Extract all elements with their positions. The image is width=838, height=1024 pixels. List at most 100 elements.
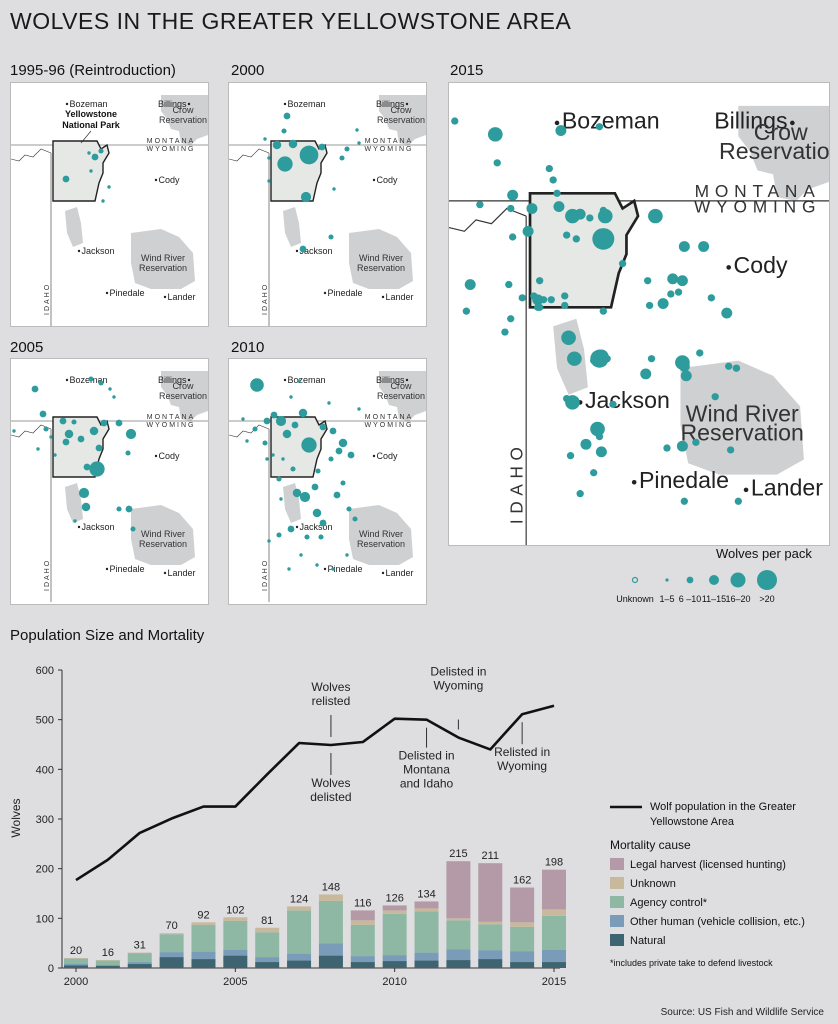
wolf-pack-dot (352, 516, 358, 522)
town-label-jackson: Jackson (300, 246, 333, 256)
wolf-pack-dot (595, 446, 607, 458)
map-1995: Bozeman Billings Cody Jackson Pinedale Lander… (10, 82, 209, 327)
y-tick-label: 600 (36, 665, 54, 677)
town-label-cody: Cody (734, 252, 789, 278)
bar-segment (318, 900, 343, 944)
wolf-pack-dot (91, 153, 99, 161)
town-label-lander: Lander (168, 568, 196, 578)
crow-label: Crow (172, 105, 194, 115)
town-label-jackson: Jackson (585, 387, 670, 413)
town-label-pinedale: Pinedale (639, 467, 729, 493)
source-note: Source: US Fish and Wildlife Service (660, 1007, 824, 1018)
bar-segment (510, 922, 535, 927)
town-label-billings: Billings (376, 375, 405, 385)
town-label-billings: Billings (376, 99, 405, 109)
wolf-pack-dot (271, 453, 275, 457)
wolf-pack-dot (462, 307, 471, 315)
wolf-pack-dot (304, 534, 310, 540)
wolf-pack-dot (300, 191, 312, 203)
wolf-pack-dot (64, 429, 74, 439)
wolf-pack-dot (267, 156, 271, 160)
bar-total-label: 124 (290, 893, 308, 905)
wolf-pack-dot (590, 356, 598, 365)
wolf-pack-dot (347, 451, 355, 459)
town-label-jackson: Jackson (82, 522, 115, 532)
annotation-text: Relisted in (494, 745, 550, 759)
bar-total-label: 116 (354, 897, 372, 909)
town-label-billings: Billings (158, 375, 187, 385)
montana-label: MONTANA (695, 181, 821, 201)
wolf-pack-dot (508, 233, 517, 241)
town-dot-billings (790, 120, 795, 126)
wolf-pack-dot (707, 294, 715, 302)
town-label-billings: Billings (714, 108, 787, 134)
bar-segment (382, 955, 407, 962)
pack-legend-title: Wolves per pack (716, 546, 812, 561)
wolf-pack-dot (81, 502, 91, 512)
wolf-pack-dot (301, 437, 317, 453)
wind-river-reservation (680, 360, 804, 475)
wolf-pack-dot (62, 175, 70, 183)
wolf-pack-dot (526, 203, 538, 214)
wolf-pack-dot (279, 497, 283, 501)
crow-label-2: Reservation (159, 391, 207, 401)
town-dot-lander (743, 487, 749, 493)
wolf-pack-dot (265, 457, 269, 461)
bar-segment (542, 949, 566, 963)
town-dot-pinedale (631, 479, 637, 485)
legend-swatch (610, 915, 624, 927)
crow-label: Crow (754, 119, 808, 145)
bar-segment (255, 957, 280, 963)
x-tick-label: 2015 (542, 976, 566, 988)
y-tick-label: 300 (36, 814, 54, 826)
annotation-text: Wyoming (497, 759, 547, 773)
town-dot-jackson (77, 249, 81, 253)
crow-label-2: Reservation (719, 138, 829, 164)
town-dot-bozeman (554, 120, 560, 126)
y-tick-label: 100 (36, 913, 54, 925)
bar-segment (159, 933, 184, 935)
pack-legend-label: 6 –10 (679, 594, 702, 604)
wolf-pack-dot (115, 419, 123, 427)
bar-segment (127, 953, 152, 963)
wolf-pack-dot (53, 453, 57, 457)
town-dot-jackson (295, 525, 299, 529)
wolf-pack-dot (331, 567, 335, 571)
wolf-pack-dot (241, 417, 245, 421)
wolf-pack-dot (289, 395, 293, 399)
wolf-pack-dot (549, 176, 557, 184)
legend-swatch (610, 858, 624, 870)
town-dot-lander (163, 571, 167, 575)
wolf-pack-dot (73, 519, 77, 523)
town-label-billings: Billings (158, 99, 187, 109)
wolf-pack-dot (245, 439, 249, 443)
wolf-pack-dot (567, 351, 582, 366)
wolf-pack-dot (292, 488, 302, 498)
wolf-pack-dot (561, 301, 569, 310)
wolf-pack-dot (95, 444, 103, 452)
bar-segment (382, 961, 407, 968)
wolf-pack-dot (678, 241, 690, 252)
wolf-pack-dot (732, 364, 741, 372)
bar-segment (350, 910, 375, 921)
wolf-pack-dot (726, 446, 735, 454)
legend-footnote: *includes private take to defend livesto… (610, 958, 773, 968)
wolf-pack-dot (345, 553, 349, 557)
wolf-pack-dot (287, 567, 291, 571)
bar-segment (255, 927, 280, 933)
annotation-text: Wolves (311, 776, 350, 790)
bar-segment (318, 894, 343, 901)
wolf-pack-dot (698, 241, 710, 252)
wolf-pack-dot (344, 146, 350, 152)
crow-reservation (738, 105, 829, 201)
wolf-pack-dot (501, 328, 509, 336)
wolf-pack-dot (327, 401, 331, 405)
crow-reservation (161, 371, 208, 421)
wolf-pack-dot (98, 148, 104, 154)
wolf-pack-dot (563, 231, 571, 239)
town-label-lander: Lander (168, 292, 196, 302)
wolf-pack-dot (59, 417, 67, 425)
wolf-pack-dot (98, 380, 104, 386)
wolf-pack-dot (299, 553, 303, 557)
wolf-pack-dot (595, 123, 604, 131)
